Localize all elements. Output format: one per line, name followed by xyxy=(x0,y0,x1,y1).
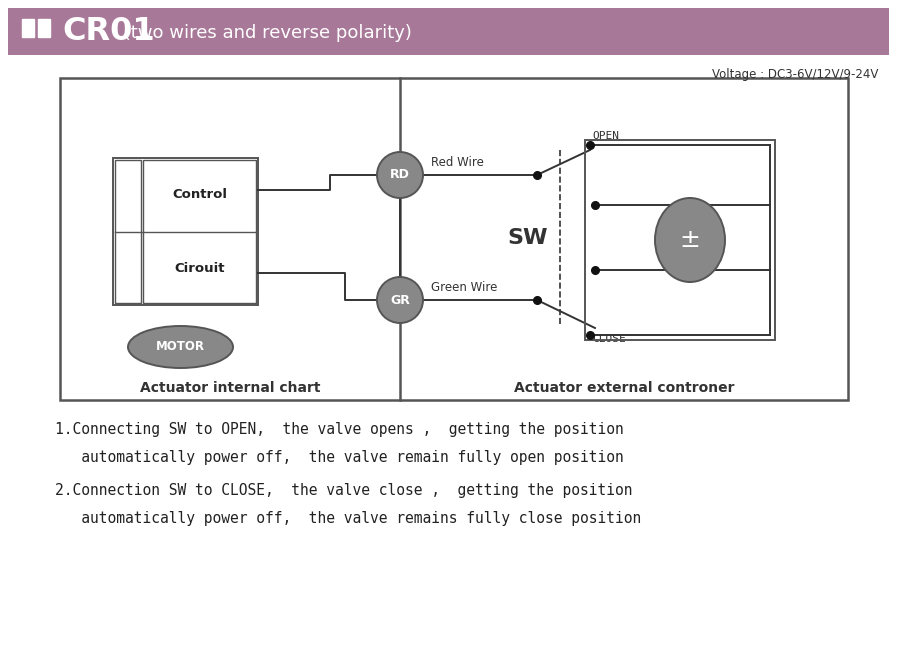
FancyBboxPatch shape xyxy=(60,78,848,400)
Text: OPEN: OPEN xyxy=(592,131,619,141)
FancyBboxPatch shape xyxy=(113,158,258,305)
Text: 1.Connecting SW to OPEN,  the valve opens ,  getting the position: 1.Connecting SW to OPEN, the valve opens… xyxy=(55,422,623,437)
Text: Green Wire: Green Wire xyxy=(431,281,497,294)
Text: GR: GR xyxy=(390,293,410,306)
Text: automatically power off,  the valve remains fully close position: automatically power off, the valve remai… xyxy=(55,511,641,526)
FancyBboxPatch shape xyxy=(143,160,256,303)
Text: Actuator external controner: Actuator external controner xyxy=(514,381,735,395)
Ellipse shape xyxy=(128,326,233,368)
Text: Cirouit: Cirouit xyxy=(174,262,225,275)
Circle shape xyxy=(377,152,423,198)
Text: Voltage : DC3-6V/12V/9-24V: Voltage : DC3-6V/12V/9-24V xyxy=(711,68,878,81)
Text: SW: SW xyxy=(508,228,548,247)
FancyBboxPatch shape xyxy=(8,8,889,55)
Text: MOTOR: MOTOR xyxy=(156,341,205,354)
FancyBboxPatch shape xyxy=(22,19,34,37)
Text: CR01: CR01 xyxy=(62,16,155,47)
Text: (two wires and reverse polarity): (two wires and reverse polarity) xyxy=(118,24,412,42)
Text: RD: RD xyxy=(390,169,410,182)
Text: CLOSE: CLOSE xyxy=(592,334,626,344)
Circle shape xyxy=(377,277,423,323)
FancyBboxPatch shape xyxy=(38,19,50,37)
Ellipse shape xyxy=(655,198,725,282)
Text: Actuator internal chart: Actuator internal chart xyxy=(140,381,320,395)
Text: automatically power off,  the valve remain fully open position: automatically power off, the valve remai… xyxy=(55,450,623,465)
Text: 2.Connection SW to CLOSE,  the valve close ,  getting the position: 2.Connection SW to CLOSE, the valve clos… xyxy=(55,483,632,498)
Text: ±: ± xyxy=(680,228,701,252)
Text: Control: Control xyxy=(172,188,227,201)
Text: Red Wire: Red Wire xyxy=(431,156,483,169)
FancyBboxPatch shape xyxy=(115,160,141,303)
